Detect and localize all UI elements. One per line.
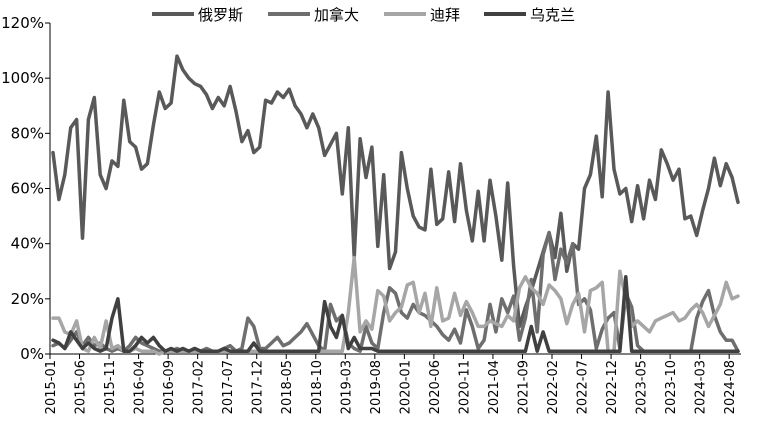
x-tick-label: 2017-12 [251,360,266,414]
x-tick-label: 2023-05 [635,360,650,414]
x-tick-label: 2022-07 [576,360,591,414]
x-tick-label: 2021-04 [487,360,502,414]
y-tick-label: 100% [1,69,44,87]
y-axis-ticks: 0% 20% 40% 60% 80% 100% 120% [1,14,50,363]
legend: 俄罗斯 加拿大 迪拜 乌克兰 [152,6,575,24]
x-tick-label: 2020-11 [457,360,472,414]
legend-label: 加拿大 [314,6,359,24]
y-tick-label: 120% [1,14,44,32]
x-tick-label: 2016-04 [133,360,148,414]
x-tick-label: 2017-02 [192,360,207,414]
legend-label: 俄罗斯 [198,6,243,24]
x-tick-label: 2017-07 [221,360,236,414]
x-tick-label: 2020-06 [428,360,443,414]
series-line [51,275,740,353]
x-tick-label: 2020-01 [398,360,413,414]
y-tick-label: 40% [11,235,44,253]
x-tick-label: 2024-03 [694,360,709,414]
x-tick-label: 2023-10 [664,360,679,414]
y-tick-label: 80% [11,124,44,142]
legend-label: 迪拜 [430,6,460,24]
x-tick-label: 2015-06 [74,360,89,414]
x-tick-label: 2024-08 [723,360,738,414]
x-tick-label: 2018-05 [280,360,295,414]
x-tick-label: 2018-10 [310,360,325,414]
legend-label: 乌克兰 [530,6,575,24]
x-tick-label: 2019-03 [339,360,354,414]
x-tick-label: 2015-11 [103,360,118,414]
x-tick-label: 2016-09 [162,360,177,414]
y-tick-label: 20% [11,290,44,308]
series-lines [51,54,740,356]
x-tick-label: 2019-08 [369,360,384,414]
x-tick-label: 2022-02 [546,360,561,414]
series-line [51,54,740,329]
y-tick-label: 60% [11,180,44,198]
x-tick-label: 2015-01 [44,360,59,414]
x-tick-label: 2021-09 [516,360,531,414]
y-tick-label: 0% [20,345,44,363]
x-axis-ticks: 2015-01 2015-06 2015-11 2016-04 2016-09 2017-… [44,354,738,414]
x-tick-label: 2022-12 [605,360,620,414]
